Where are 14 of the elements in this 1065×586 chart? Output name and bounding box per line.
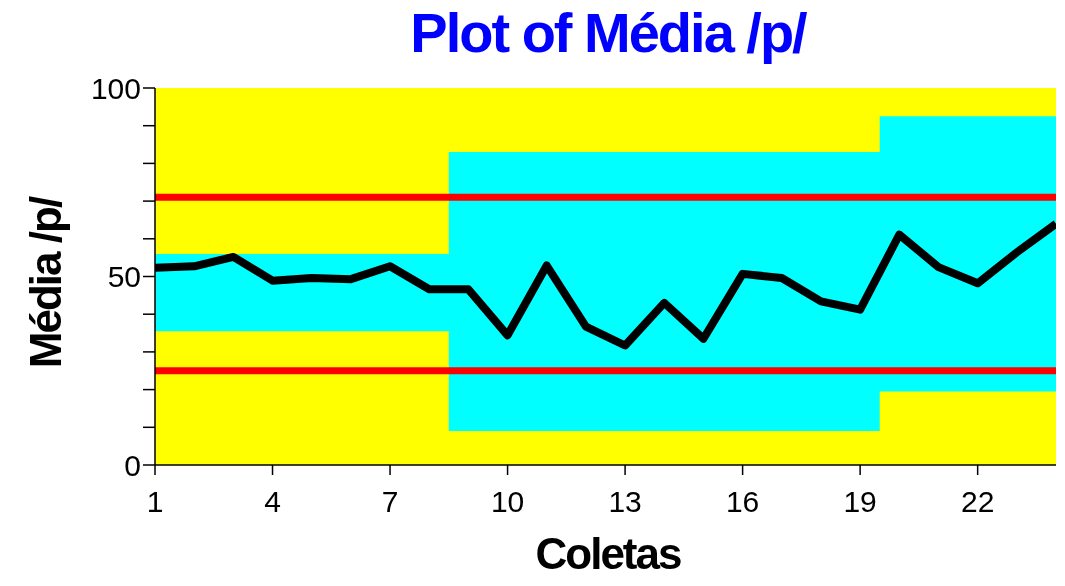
x-tick-label: 22 [960, 485, 995, 519]
y-axis-title: Média /p/ [21, 197, 71, 369]
x-tick-label: 7 [381, 485, 399, 519]
x-tick-label: 19 [843, 485, 877, 519]
x-tick-label: 10 [490, 485, 525, 519]
chart-title: Plot of Média /p/ [409, 0, 808, 65]
y-tick-label: 0 [124, 448, 141, 482]
x-tick-label: 4 [264, 485, 281, 519]
y-tick-label: 100 [90, 71, 141, 105]
x-tick-label: 1 [146, 485, 164, 519]
x-axis-title: Coletas [534, 529, 682, 578]
x-tick-label: 16 [725, 485, 760, 519]
x-tick-label: 13 [608, 485, 642, 519]
y-tick-label: 50 [107, 260, 141, 294]
